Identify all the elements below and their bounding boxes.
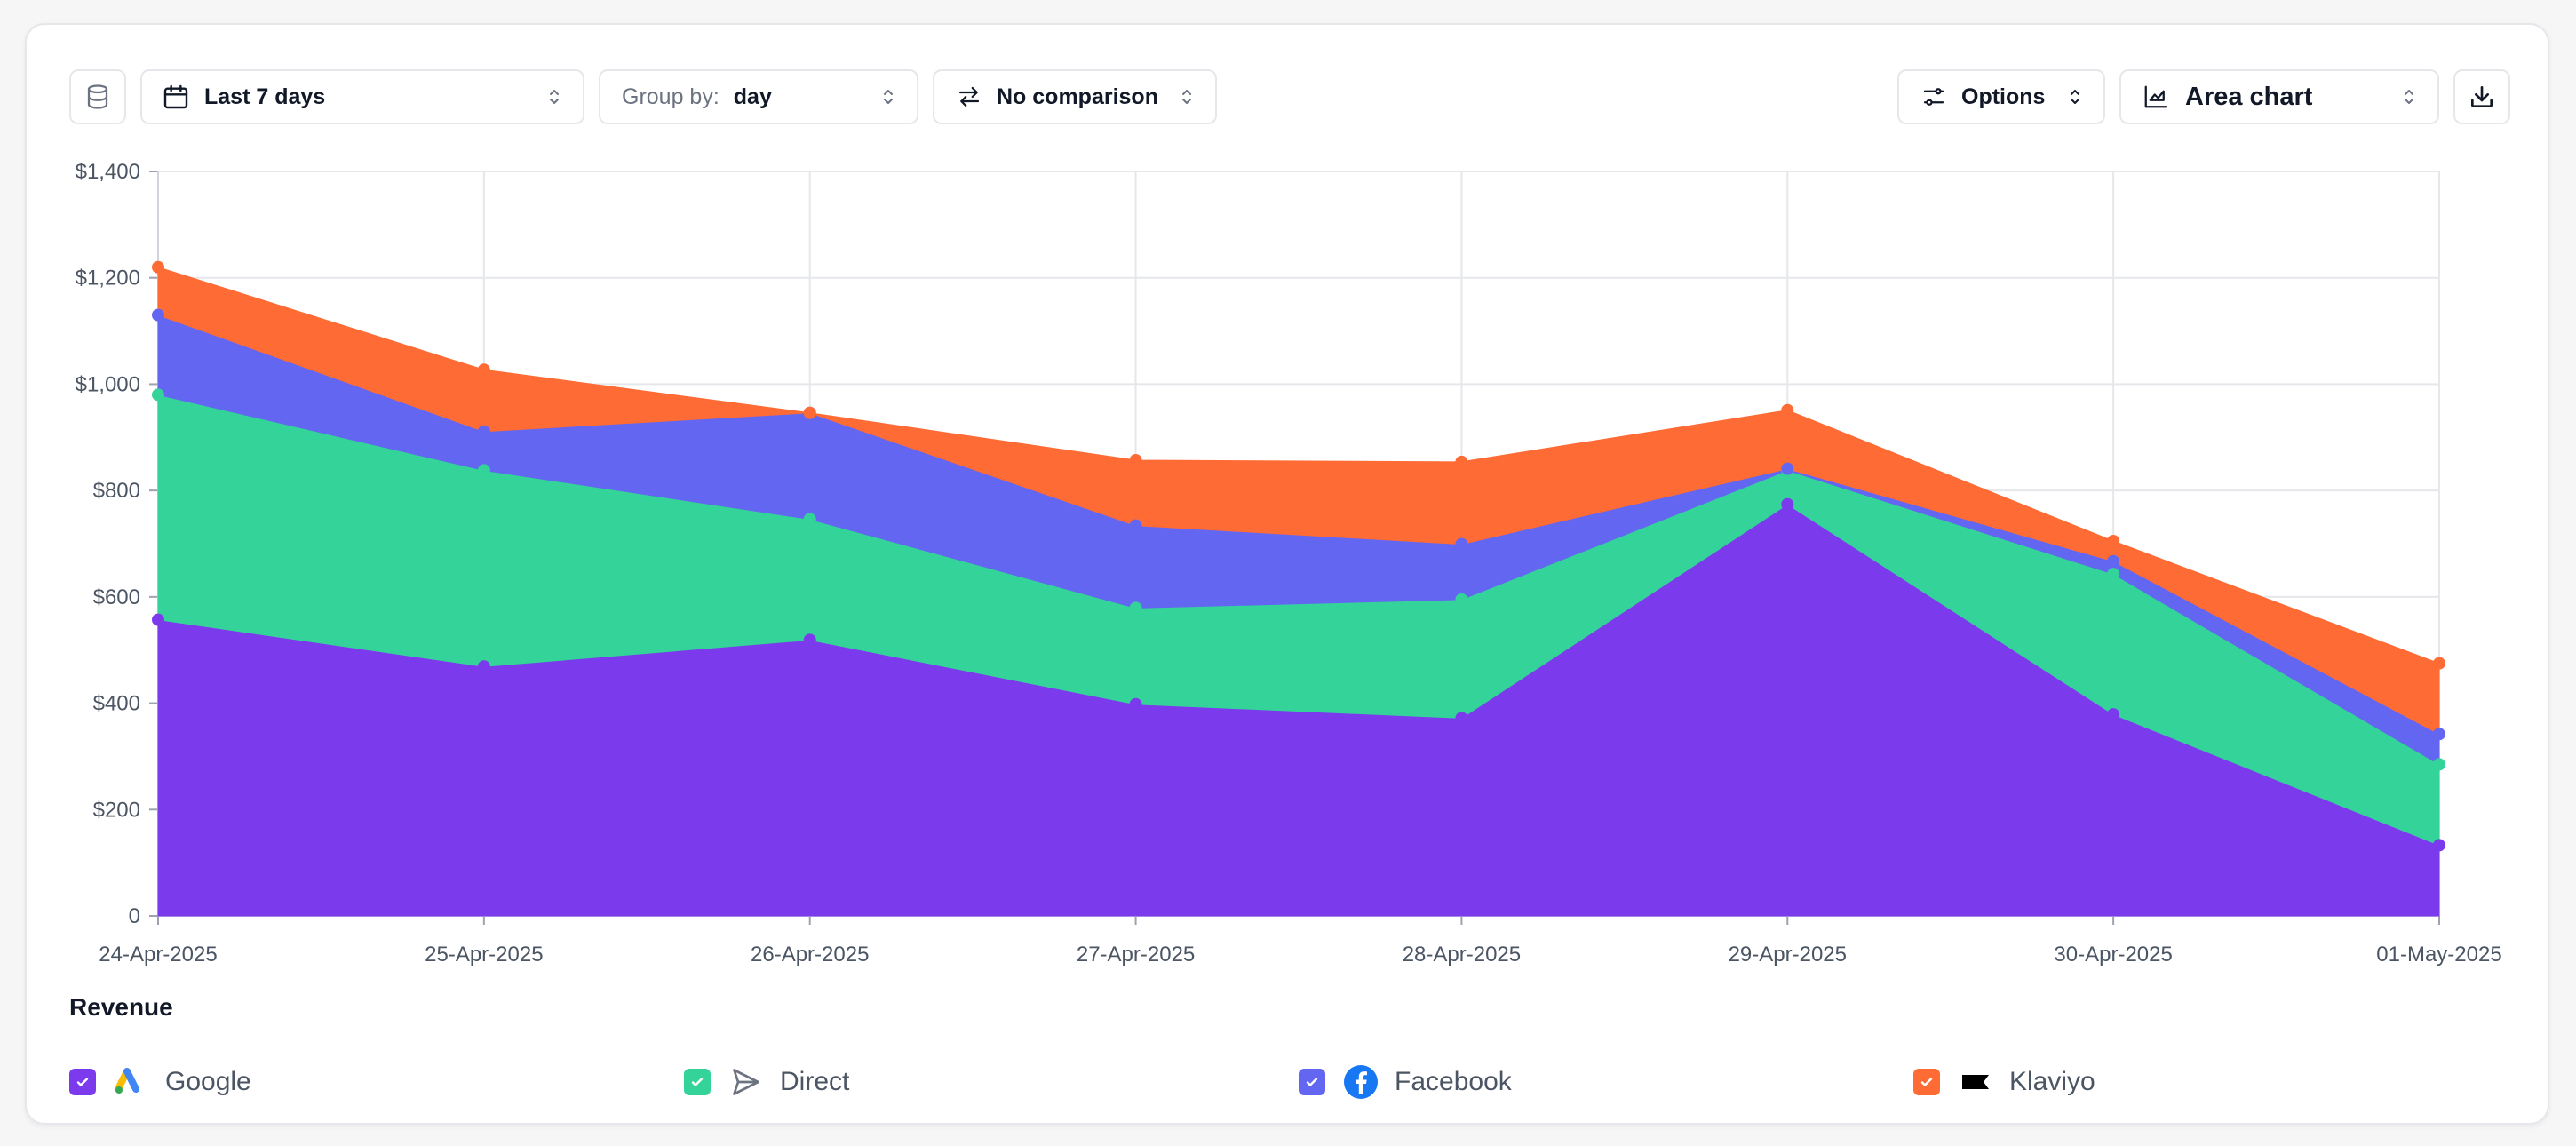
area-chart-icon bbox=[2143, 84, 2169, 110]
data-point-klaviyo bbox=[1455, 455, 1468, 468]
data-point-klaviyo bbox=[477, 363, 490, 377]
x-tick-label: 01-May-2025 bbox=[2376, 943, 2501, 967]
y-tick-label: $800 bbox=[93, 479, 140, 503]
data-point-klaviyo bbox=[2107, 535, 2120, 548]
y-tick-label: $1,000 bbox=[76, 372, 140, 396]
data-point-google bbox=[2433, 839, 2445, 852]
legend-checkbox-direct[interactable] bbox=[684, 1069, 711, 1095]
group-by-select[interactable]: Group by: day bbox=[599, 69, 918, 124]
legend-checkbox-klaviyo[interactable] bbox=[1913, 1069, 1940, 1095]
legend-item-klaviyo[interactable]: Klaviyo bbox=[1913, 1064, 2095, 1100]
chevron-up-down-icon bbox=[545, 86, 563, 107]
y-tick-label: $600 bbox=[93, 585, 140, 609]
chart-type-value: Area chart bbox=[2185, 82, 2313, 111]
chevron-up-down-icon bbox=[2066, 86, 2084, 107]
data-point-facebook bbox=[1129, 519, 1142, 532]
legend-label: Klaviyo bbox=[2009, 1067, 2095, 1096]
data-point-klaviyo bbox=[803, 406, 816, 419]
check-icon bbox=[691, 1078, 704, 1086]
legend-label: Google bbox=[165, 1067, 251, 1096]
database-icon bbox=[84, 84, 111, 110]
data-point-google bbox=[1129, 697, 1142, 711]
download-button[interactable] bbox=[2453, 69, 2510, 124]
y-tick-label: $200 bbox=[93, 798, 140, 822]
legend-item-facebook[interactable]: Facebook bbox=[1299, 1064, 1512, 1100]
x-tick-label: 27-Apr-2025 bbox=[1077, 943, 1195, 967]
comparison-value: No comparison bbox=[997, 84, 1158, 109]
data-point-direct bbox=[1129, 601, 1142, 615]
data-point-facebook bbox=[2107, 554, 2120, 568]
x-tick-label: 26-Apr-2025 bbox=[751, 943, 869, 967]
legend-item-direct[interactable]: Direct bbox=[684, 1064, 849, 1100]
data-point-facebook bbox=[1781, 462, 1794, 475]
data-point-direct bbox=[2107, 568, 2120, 581]
data-point-direct bbox=[2433, 758, 2445, 771]
data-point-direct bbox=[152, 388, 164, 402]
comparison-select[interactable]: No comparison bbox=[933, 69, 1217, 124]
send-icon bbox=[728, 1064, 764, 1100]
legend-label: Facebook bbox=[1395, 1067, 1512, 1096]
legend-title: Revenue bbox=[69, 993, 173, 1021]
data-point-facebook bbox=[477, 425, 490, 438]
calendar-icon bbox=[162, 83, 190, 111]
x-tick-label: 24-Apr-2025 bbox=[99, 943, 217, 967]
y-tick-label: $400 bbox=[93, 692, 140, 716]
data-point-klaviyo bbox=[1129, 454, 1142, 467]
data-point-facebook bbox=[152, 308, 164, 322]
swap-arrows-icon bbox=[956, 84, 982, 110]
y-tick-label: $1,400 bbox=[76, 160, 140, 184]
data-point-facebook bbox=[2433, 728, 2445, 741]
data-source-button[interactable] bbox=[69, 69, 126, 124]
data-point-google bbox=[1781, 497, 1794, 511]
y-tick-label: $1,200 bbox=[76, 267, 140, 290]
sliders-icon bbox=[1920, 84, 1947, 110]
data-point-klaviyo bbox=[2433, 657, 2445, 670]
chevron-up-down-icon bbox=[1178, 86, 1196, 107]
chevron-up-down-icon bbox=[879, 86, 897, 107]
legend-checkbox-google[interactable] bbox=[69, 1069, 96, 1095]
data-point-direct bbox=[803, 513, 816, 526]
revenue-area-chart: 0 $200 $400 $600 $800 $1,000 $1,200 $1,400 24-A… bbox=[76, 160, 2502, 967]
legend-item-google[interactable]: Google bbox=[69, 1064, 251, 1100]
x-tick-label: 28-Apr-2025 bbox=[1403, 943, 1521, 967]
data-point-google bbox=[803, 633, 816, 647]
date-range-value: Last 7 days bbox=[204, 84, 326, 109]
legend-label: Direct bbox=[780, 1067, 850, 1096]
data-point-klaviyo bbox=[152, 260, 164, 274]
options-button[interactable]: Options bbox=[1897, 69, 2105, 124]
revenue-card: Last 7 days Group by: day No comparison bbox=[25, 23, 2549, 1125]
download-icon bbox=[2468, 83, 2496, 111]
data-point-direct bbox=[1455, 593, 1468, 606]
x-tick-label: 25-Apr-2025 bbox=[425, 943, 543, 967]
data-point-google bbox=[152, 613, 164, 626]
x-tick-label: 29-Apr-2025 bbox=[1729, 943, 1847, 967]
data-point-facebook bbox=[1455, 537, 1468, 551]
klaviyo-flag-icon bbox=[1958, 1064, 1993, 1100]
y-tick-label: 0 bbox=[129, 904, 140, 928]
check-icon bbox=[1920, 1078, 1933, 1086]
legend-checkbox-facebook[interactable] bbox=[1299, 1069, 1325, 1095]
chart-type-select[interactable]: Area chart bbox=[2119, 69, 2439, 124]
data-point-direct bbox=[477, 464, 490, 477]
data-point-google bbox=[1455, 712, 1468, 725]
x-tick-label: 30-Apr-2025 bbox=[2054, 943, 2172, 967]
options-label: Options bbox=[1961, 84, 2046, 109]
data-point-google bbox=[2107, 708, 2120, 721]
check-icon bbox=[76, 1078, 89, 1086]
check-icon bbox=[1306, 1078, 1318, 1086]
facebook-icon bbox=[1343, 1064, 1379, 1100]
group-by-label: Group by: bbox=[622, 84, 720, 109]
data-point-klaviyo bbox=[1781, 403, 1794, 417]
date-range-select[interactable]: Last 7 days bbox=[140, 69, 584, 124]
google-ads-icon bbox=[114, 1064, 149, 1100]
data-point-google bbox=[477, 660, 490, 673]
chevron-up-down-icon bbox=[2400, 86, 2418, 107]
group-by-value: day bbox=[733, 84, 772, 109]
